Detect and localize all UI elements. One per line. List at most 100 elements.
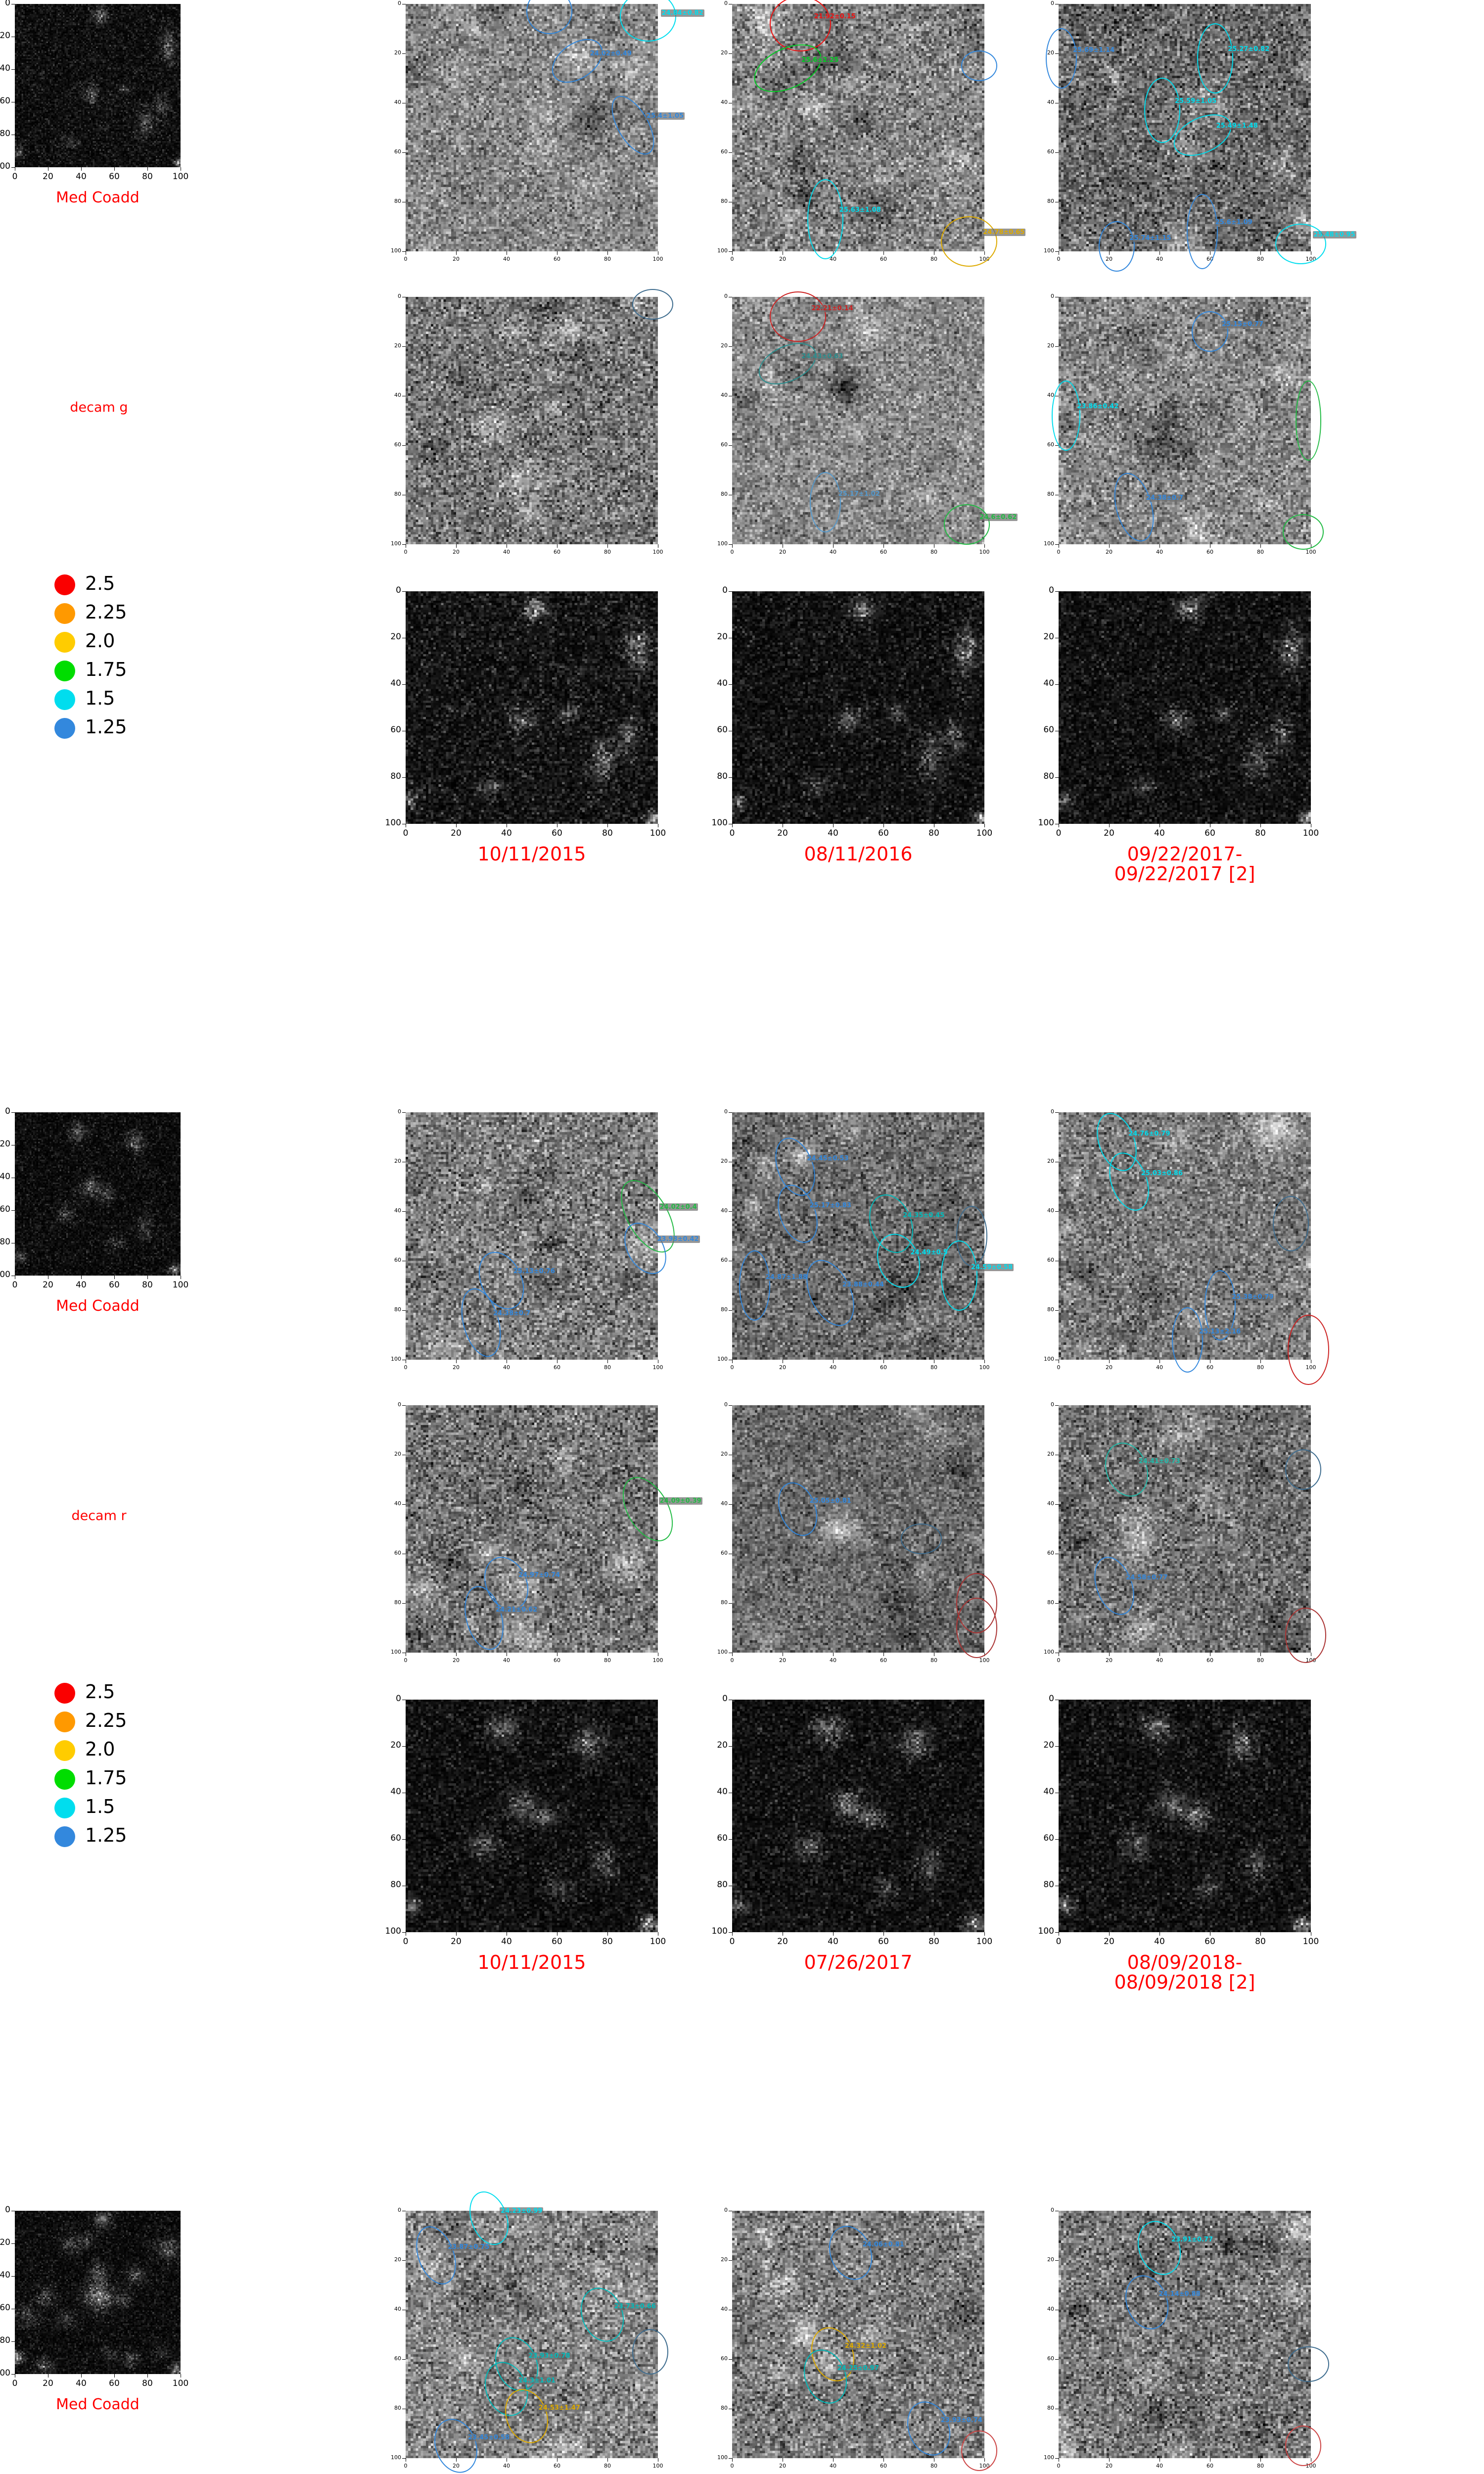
legend-label-2.25: 2.25 (85, 1710, 127, 1731)
x-tick-label: 60 (554, 256, 560, 262)
source-ellipse (956, 1598, 998, 1658)
source-magnitude-label: 24.43±0.63 (800, 353, 844, 360)
x-tick-label: 60 (880, 549, 887, 555)
y-tick-label: 100 (1038, 1926, 1054, 1936)
y-tick-label: 100 (391, 540, 401, 547)
y-tickmark (729, 1310, 732, 1311)
x-tick-label: 0 (730, 2463, 734, 2469)
source-magnitude-label: 24.87±1.88 (764, 1274, 808, 1281)
science-panel-0-0 (406, 591, 658, 824)
science-panel-0-1 (732, 591, 984, 824)
y-tick-label: 80 (0, 2335, 10, 2345)
y-tick-label: 80 (721, 1599, 728, 1606)
median-coadd-panel-1 (15, 1112, 181, 1276)
source-magnitude-label: 25.48±0.95 (1312, 231, 1356, 238)
science-image (1059, 1700, 1311, 1932)
source-magnitude-label: 25.05±0.81 (808, 1497, 852, 1505)
difference-image (406, 4, 658, 251)
y-tick-label: 20 (394, 342, 401, 349)
y-tick-label: 100 (1044, 1649, 1054, 1656)
y-tick-label: 100 (1044, 1356, 1054, 1363)
x-tick-label: 60 (1206, 1657, 1213, 1664)
source-magnitude-label: 25.4±1.05 (646, 112, 685, 120)
y-tick-label: 20 (394, 1451, 401, 1458)
y-tick-label: 0 (1049, 585, 1054, 595)
y-tickmark (729, 1603, 732, 1604)
x-tickmark (883, 544, 884, 548)
legend-row: 1.25 (54, 715, 183, 744)
x-tickmark (1159, 1360, 1160, 1363)
y-tickmark (402, 1746, 406, 1747)
y-tick-label: 60 (1047, 2355, 1054, 2362)
x-tickmark (1260, 824, 1261, 827)
y-tick-label: 0 (722, 585, 728, 595)
source-ellipse (1288, 2346, 1329, 2382)
y-tick-label: 40 (1043, 1786, 1054, 1797)
y-tick-label: 0 (722, 1693, 728, 1704)
x-tickmark (833, 1360, 834, 1363)
x-tick-label: 20 (43, 2379, 53, 2388)
x-tick-label: 100 (652, 256, 663, 262)
y-tickmark (1055, 445, 1059, 446)
y-tick-label: 60 (721, 2355, 728, 2362)
significance-legend-0: 2.5 2.25 2.0 1.75 1.5 1.25 (54, 571, 183, 744)
science-panel-1-0 (406, 1700, 658, 1932)
x-tickmark (607, 1932, 608, 1936)
y-tickmark (1055, 1504, 1059, 1505)
x-tick-label: 100 (172, 2379, 189, 2388)
legend-row: 2.25 (54, 600, 183, 629)
difference-panel-r1-0-1 (732, 4, 984, 251)
y-tick-label: 0 (5, 0, 10, 8)
y-tick-label: 80 (0, 128, 10, 139)
y-tick-label: 20 (0, 1139, 10, 1149)
source-ellipse (1288, 1315, 1329, 1385)
source-ellipse (943, 504, 990, 545)
x-tick-label: 20 (779, 549, 786, 555)
x-tickmark (883, 1932, 884, 1936)
source-magnitude-label: 24.32±1.02 (844, 2342, 888, 2350)
science-panel-1-2 (1059, 1700, 1311, 1932)
y-tick-label: 60 (1043, 724, 1054, 735)
legend-row: 2.0 (54, 629, 183, 658)
source-magnitude-label: 24.58±0.77 (1125, 1574, 1169, 1581)
difference-image (406, 297, 658, 544)
source-magnitude-label: 25.15±0.77 (1221, 321, 1265, 328)
x-tick-label: 80 (930, 1364, 937, 1371)
x-tickmark (883, 1360, 884, 1363)
x-tick-label: 0 (730, 256, 734, 262)
x-tickmark (456, 1360, 457, 1363)
x-tick-label: 60 (1206, 549, 1213, 555)
y-tick-label: 20 (390, 631, 401, 642)
source-magnitude-label: 24.78±0.65 (982, 229, 1026, 236)
source-ellipse (810, 472, 841, 532)
legend-swatch-2.5 (54, 1683, 75, 1704)
y-tick-label: 40 (721, 1207, 728, 1214)
y-tickmark (402, 2260, 406, 2261)
legend-row: 2.25 (54, 1709, 183, 1737)
y-tickmark (402, 777, 406, 778)
source-magnitude-label: 24.49±0.5 (909, 1249, 949, 1256)
y-tickmark (402, 591, 406, 592)
x-tick-label: 100 (979, 549, 990, 555)
y-tick-label: 60 (394, 2355, 401, 2362)
y-tickmark (729, 152, 732, 153)
y-tick-label: 40 (1047, 99, 1054, 106)
source-ellipse (1285, 2426, 1322, 2466)
x-tick-label: 60 (1206, 1364, 1213, 1371)
y-tick-label: 100 (717, 540, 728, 547)
source-magnitude-label: 24.02±0.49 (589, 50, 633, 57)
x-tick-label: 20 (1106, 1657, 1113, 1664)
y-tick-label: 20 (717, 631, 728, 642)
source-magnitude-label: 24.76±0.79 (1127, 1130, 1171, 1138)
y-tick-label: 40 (0, 1171, 10, 1182)
legend-label-2.25: 2.25 (85, 601, 127, 623)
difference-image (732, 1112, 984, 1360)
y-tickmark (402, 445, 406, 446)
y-tick-label: 80 (1047, 1306, 1054, 1313)
source-ellipse (941, 1240, 977, 1311)
y-tick-label: 100 (711, 817, 728, 828)
y-tickmark (11, 2276, 15, 2277)
x-tickmark (833, 2458, 834, 2462)
y-tickmark (1055, 2260, 1059, 2261)
y-tick-label: 100 (0, 1269, 10, 1280)
